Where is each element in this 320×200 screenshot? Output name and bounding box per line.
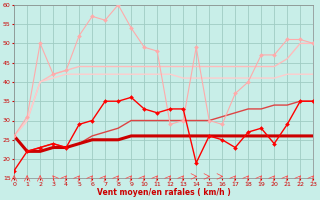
X-axis label: Vent moyen/en rafales ( km/h ): Vent moyen/en rafales ( km/h ) [97, 188, 230, 197]
